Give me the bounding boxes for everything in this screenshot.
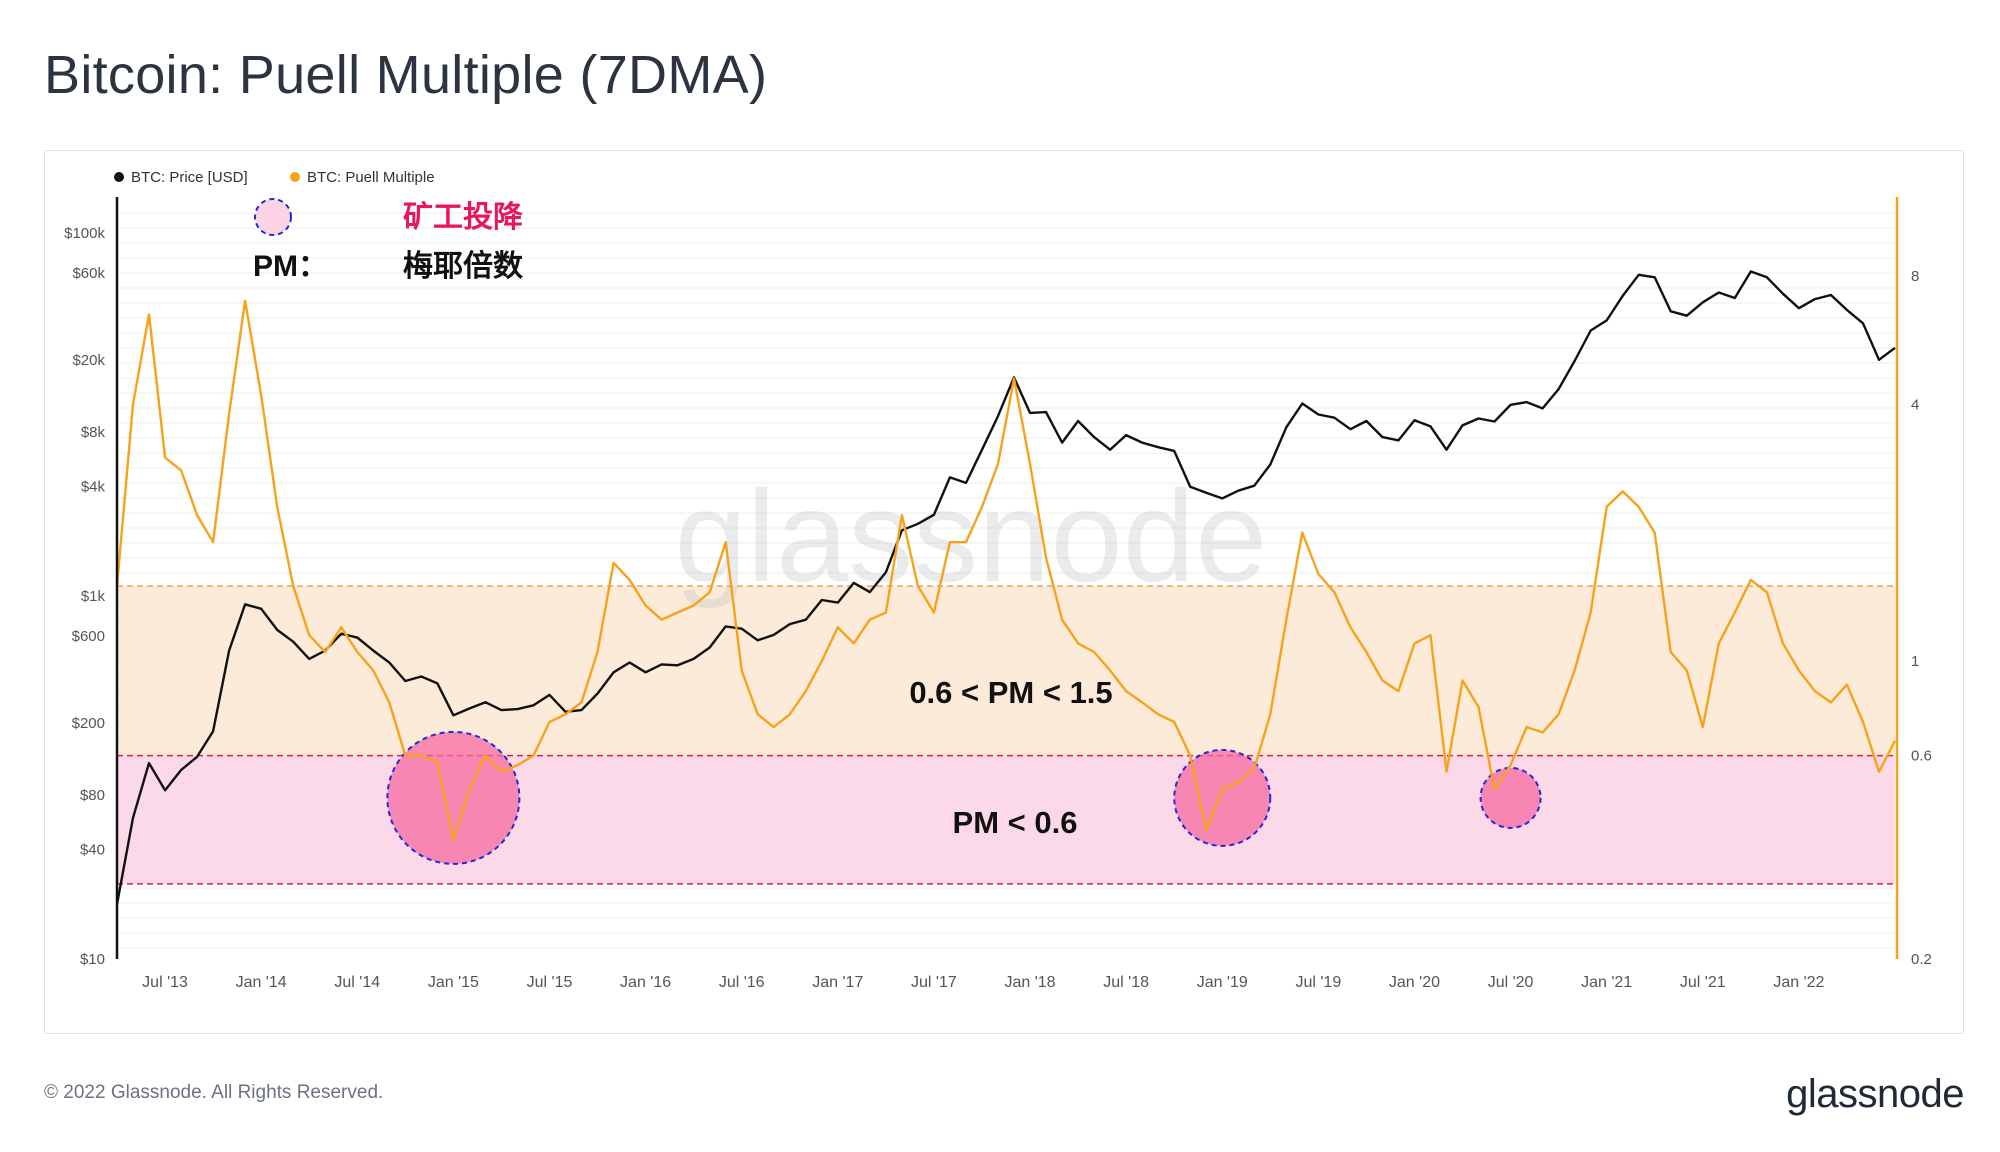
capitulation-key-icon [254,198,292,236]
y-left-tick-label: $8k [81,424,106,441]
x-tick-label: Jul '17 [911,974,957,991]
y-left-tick-label: $80 [80,787,105,804]
x-tick-label: Jan '21 [1581,974,1632,991]
legend-label: BTC: Puell Multiple [307,169,435,186]
x-tick-label: Jan '18 [1004,974,1055,991]
axes [115,197,1899,959]
page-title: Bitcoin: Puell Multiple (7DMA) [44,45,768,105]
chart-frame: glassnode $10 $40 $80 $200 $600 $1k $4k $8k $20k… [44,150,1964,1034]
x-tick-label: Jan '14 [236,974,287,991]
y-right-tick-label: 1 [1911,653,1919,670]
y-left-tick-label: $1k [81,588,106,605]
y-right-tick-label: 0.6 [1911,748,1932,765]
pm-key-meaning: 梅耶倍数 [403,249,524,284]
y-left-tick-label: $600 [72,628,105,645]
x-tick-label: Jul '20 [1488,974,1534,991]
y-left-tick-label: $10 [80,951,105,968]
footer-brand-logo[interactable]: glassnode [1786,1072,1964,1116]
footer-copyright: © 2022 Glassnode. All Rights Reserved. [44,1082,384,1103]
capitulation-circles [386,730,1542,865]
legend-dot [114,172,124,182]
x-tick-label: Jan '19 [1197,974,1248,991]
x-tick-label: Jan '20 [1389,974,1440,991]
puell-series [115,299,1897,842]
band-upper [117,585,1895,756]
x-tick-label: Jul '16 [719,974,765,991]
x-tick-label: Jan '17 [812,974,863,991]
x-tick-label: Jul '18 [1103,974,1149,991]
y-right-tick-label: 4 [1911,396,1919,413]
x-tick-label: Jul '21 [1680,974,1726,991]
legend-label: BTC: Price [USD] [131,169,248,186]
y-right-tick-label: 8 [1911,268,1919,285]
band-lower-label: PM < 0.6 [953,805,1078,840]
price-series [115,270,1896,905]
tick-labels: $10 $40 $80 $200 $600 $1k $4k $8k $20k $60k $100k 0… [64,225,1932,991]
y-left-tick-label: $60k [72,265,105,282]
capitulation-circle [1479,766,1542,829]
legend: BTC: Price [USD] BTC: Puell Multiple [114,169,435,186]
y-left-tick-label: $200 [72,715,105,732]
puell-line [115,299,1897,842]
x-tick-label: Jan '15 [428,974,479,991]
x-tick-label: Jul '19 [1295,974,1341,991]
x-tick-label: Jul '15 [527,974,573,991]
x-tick-label: Jul '13 [142,974,188,991]
y-left-tick-label: $20k [72,352,105,369]
x-tick-label: Jan '16 [620,974,671,991]
y-left-tick-label: $4k [81,479,106,496]
x-tick-label: Jan '22 [1773,974,1824,991]
price-line [115,270,1896,905]
watermark-text: glassnode [675,463,1268,609]
pm-key-label: PM： [253,250,328,283]
capitulation-key-label: 矿工投降 [403,200,524,235]
capitulation-circle [386,730,521,865]
y-left-tick-label: $100k [64,225,105,242]
y-left-tick-label: $40 [80,842,105,859]
band-upper-label: 0.6 < PM < 1.5 [909,675,1112,710]
chart-canvas: glassnode $10 $40 $80 $200 $600 $1k $4k $8k $20k… [64,169,1932,991]
legend-dot [290,172,300,182]
y-right-tick-label: 0.2 [1911,951,1932,968]
x-tick-label: Jul '14 [334,974,380,991]
